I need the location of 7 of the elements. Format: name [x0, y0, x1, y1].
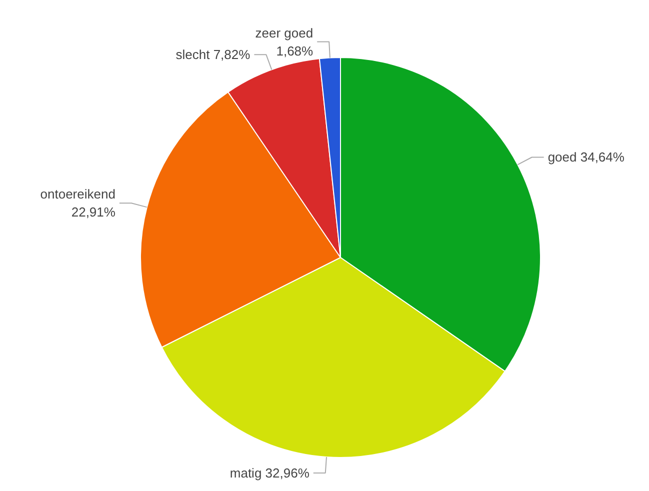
slice-label: ontoereikend [40, 186, 116, 202]
data-label: 22,91% [71, 204, 116, 220]
data-label: 1,68% [276, 43, 314, 58]
slice-label: slecht 7,82% [176, 47, 251, 62]
slice-label: matig 32,96% [230, 465, 310, 480]
slice-label: goed 34,64% [548, 150, 625, 165]
slice-label: zeer goed [255, 25, 314, 40]
